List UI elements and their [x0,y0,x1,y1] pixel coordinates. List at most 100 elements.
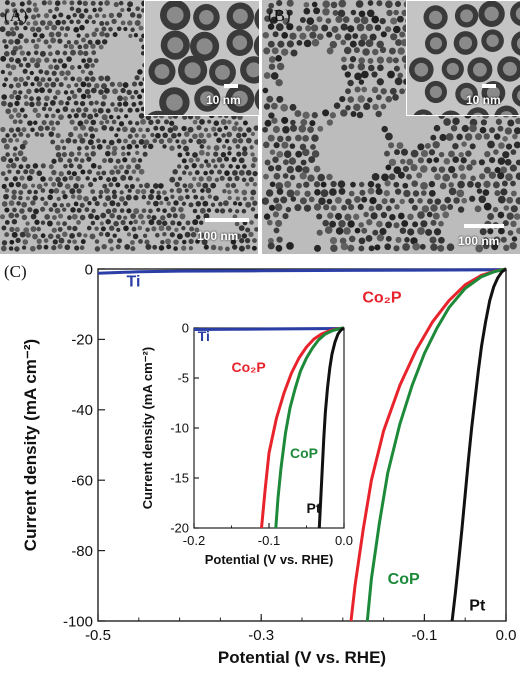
nanoparticle [299,17,306,23]
nanoparticle [62,106,69,112]
nanoparticle [348,204,355,211]
nanoparticle [320,189,329,198]
nanoparticle [18,195,23,201]
nanoparticle [368,245,375,252]
nanoparticle [384,132,393,141]
nanoparticle [506,212,514,220]
nanoparticle [407,228,415,236]
nanoparticle [145,127,150,133]
nanoparticle [127,20,133,26]
nanoparticle [214,208,220,214]
nanoparticle [223,200,229,207]
nanoparticle [326,198,333,205]
nanoparticle [135,6,141,12]
nanoparticle [90,87,97,94]
nanoparticle [12,119,18,125]
nanoparticle [188,138,193,144]
nanoparticle [223,125,229,130]
nanoparticle [192,219,199,226]
nanoparticle [241,233,248,239]
nanoparticle [376,40,384,49]
nanoparticle [374,244,381,251]
nanoparticle [478,159,485,166]
nanoparticle [162,208,167,214]
nanoparticle [345,198,352,205]
nanoparticle [30,127,35,133]
nanoparticle [242,196,247,201]
nanoparticle [109,81,116,87]
nanoparticle [354,72,362,81]
nanoparticle [274,203,283,211]
nanoparticle [55,19,61,26]
nanoparticle [18,45,23,50]
nanoparticle [83,62,90,69]
nanoparticle [227,195,232,201]
nanoparticle-core [232,90,248,107]
nanoparticle [400,158,406,165]
nanoparticle [173,200,179,206]
nanoparticle [235,209,240,214]
nanoparticle [32,32,38,38]
nanoparticle-shell [441,110,460,115]
nanoparticle [271,117,278,124]
nanoparticle [147,143,154,150]
nanoparticle [76,146,82,151]
nanoparticle [310,143,316,150]
nanoparticle [98,194,103,199]
nanoparticle [175,139,180,144]
nanoparticle [55,152,62,158]
nanoparticle [267,242,275,250]
nanoparticle [358,10,366,18]
nanoparticle [204,159,209,164]
nanoparticle [172,213,178,219]
nanoparticle [487,213,495,220]
nanoparticle [469,118,478,127]
nanoparticle [64,244,71,251]
nanoparticle [53,188,60,194]
nanoparticle [497,211,505,219]
nanoparticle [334,33,342,41]
nanoparticle [362,48,370,56]
nanoparticle [23,25,28,31]
nanoparticle [111,150,117,156]
nanoparticle [457,180,465,189]
nanoparticle [124,244,131,250]
nanoparticle [236,151,242,157]
nanoparticle [177,164,182,169]
nanoparticle [47,77,52,82]
x-tick-label: 0.0 [496,627,517,644]
nanoparticle [66,83,72,89]
nanoparticle [69,65,75,70]
nanoparticle [94,239,100,244]
nanoparticle [353,195,361,203]
nanoparticle [40,206,46,212]
nanoparticle [148,119,154,125]
nanoparticle [376,220,383,228]
nanoparticle [428,149,436,156]
nanoparticle [366,9,375,18]
nanoparticle [32,163,39,169]
nanoparticle-shell [494,105,519,115]
nanoparticle [227,176,233,182]
nanoparticle [3,50,10,57]
nanoparticle [228,164,233,169]
nanoparticle [192,133,198,140]
nanoparticle [25,62,31,68]
nanoparticle [179,213,186,220]
nanoparticle [399,31,406,38]
nanoparticle [497,125,504,132]
nanoparticle [102,183,108,189]
nanoparticle [289,103,297,111]
nanoparticle-core [486,34,499,47]
nanoparticle [438,220,444,227]
nanoparticle [90,119,97,126]
scale-label-b: 100 nm [458,234,500,248]
nanoparticle [159,125,166,132]
nanoparticle [128,220,133,225]
nanoparticle-shell [413,109,433,115]
nanoparticle [111,207,118,214]
nanoparticle [345,105,351,111]
scale-bar-b [464,224,504,228]
nanoparticle [98,175,103,181]
nanoparticle [21,183,28,190]
